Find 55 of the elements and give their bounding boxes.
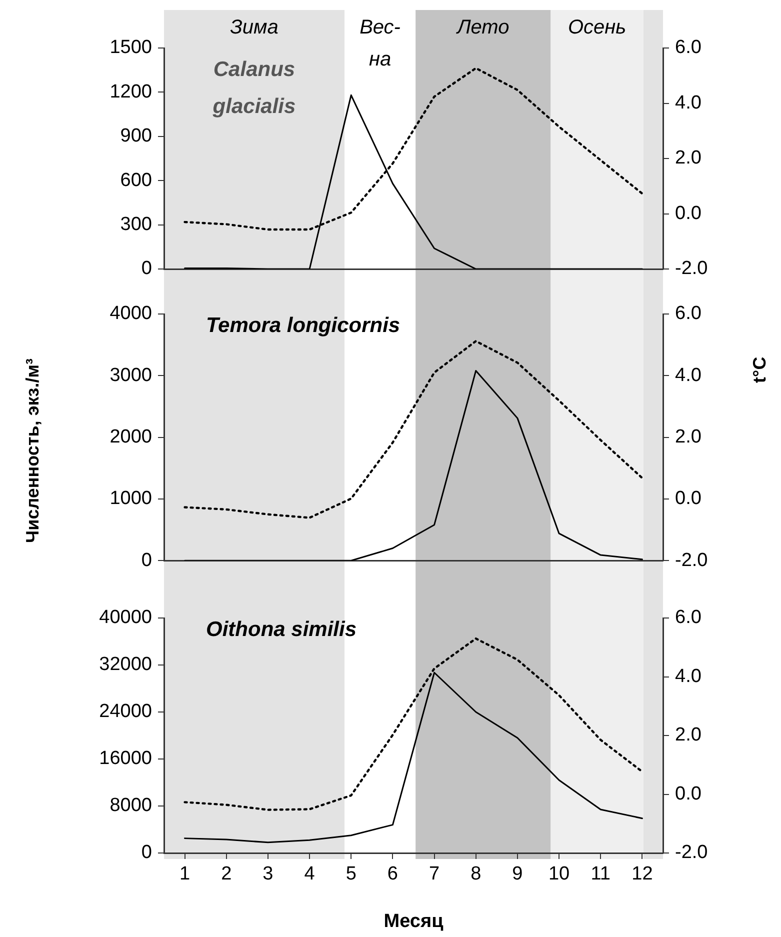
annotation: Oithona similis bbox=[206, 618, 357, 641]
band-label: Осень bbox=[568, 16, 626, 39]
annotation: Calanus glacialis bbox=[212, 58, 296, 118]
y-tick-label: 900 bbox=[120, 126, 152, 147]
y-tick-label: 0 bbox=[141, 550, 152, 571]
y-tick-label: 2000 bbox=[110, 426, 152, 448]
annotation: Temora longicornis bbox=[206, 314, 400, 337]
y2-tick-label: 2.0 bbox=[675, 426, 702, 448]
y-tick-label: 32000 bbox=[99, 654, 152, 676]
y2-tick-label: 4.0 bbox=[675, 92, 702, 114]
y2-tick-label: -2.0 bbox=[675, 842, 708, 864]
y2-tick-label: 2.0 bbox=[675, 724, 702, 746]
x-tick-label: 2 bbox=[221, 864, 232, 885]
x-axis-title: Месяц bbox=[384, 910, 444, 932]
x-tick-label: 3 bbox=[262, 864, 274, 885]
y-tick-label: 1000 bbox=[110, 488, 152, 510]
y2-tick-label: 6.0 bbox=[675, 303, 702, 324]
x-tick-label: 6 bbox=[387, 864, 398, 885]
y-tick-label: 40000 bbox=[99, 607, 152, 628]
x-tick-label: 8 bbox=[470, 864, 482, 885]
y-tick-label: 600 bbox=[120, 170, 152, 191]
x-tick-label: 11 bbox=[590, 864, 610, 885]
x-tick-label: 4 bbox=[304, 864, 316, 885]
x-tick-label: 5 bbox=[346, 864, 356, 885]
y2-tick-label: 4.0 bbox=[675, 364, 702, 386]
x-tick-label: 1 bbox=[180, 864, 190, 885]
y2-axis-title: t°C bbox=[748, 356, 770, 386]
y-tick-label: 1200 bbox=[110, 81, 152, 102]
y2-tick-label: 0.0 bbox=[675, 783, 702, 804]
y2-tick-label: 0.0 bbox=[675, 202, 702, 224]
y2-tick-label: 0.0 bbox=[675, 488, 702, 510]
y-tick-label: 0 bbox=[141, 258, 152, 280]
y2-tick-label: 6.0 bbox=[675, 607, 702, 628]
y-axis-title: Численность, экз./м³ bbox=[22, 357, 44, 545]
y2-tick-label: 4.0 bbox=[675, 666, 702, 687]
x-tick-label: 12 bbox=[632, 864, 653, 885]
y-tick-label: 24000 bbox=[99, 701, 152, 722]
x-tick-label: 7 bbox=[429, 864, 440, 885]
y-tick-label: 3000 bbox=[110, 364, 152, 386]
y2-tick-label: -2.0 bbox=[675, 258, 708, 280]
y2-tick-label: 2.0 bbox=[675, 148, 702, 169]
y-tick-label: 16000 bbox=[99, 748, 152, 770]
y2-tick-label: 6.0 bbox=[675, 37, 702, 58]
y-tick-label: 300 bbox=[120, 214, 152, 236]
y-tick-label: 4000 bbox=[110, 303, 152, 324]
x-tick-label: 9 bbox=[512, 864, 523, 885]
y-tick-label: 8000 bbox=[110, 795, 152, 816]
line-series bbox=[184, 340, 644, 519]
annotation: Вес- на bbox=[360, 16, 401, 71]
x-tick-label: 10 bbox=[548, 864, 570, 885]
band-label: Зима bbox=[230, 16, 278, 39]
y-tick-label: 0 bbox=[141, 842, 152, 864]
band-label: Лето bbox=[455, 16, 510, 39]
y-tick-label: 1500 bbox=[110, 37, 152, 58]
y2-tick-label: -2.0 bbox=[675, 550, 708, 571]
